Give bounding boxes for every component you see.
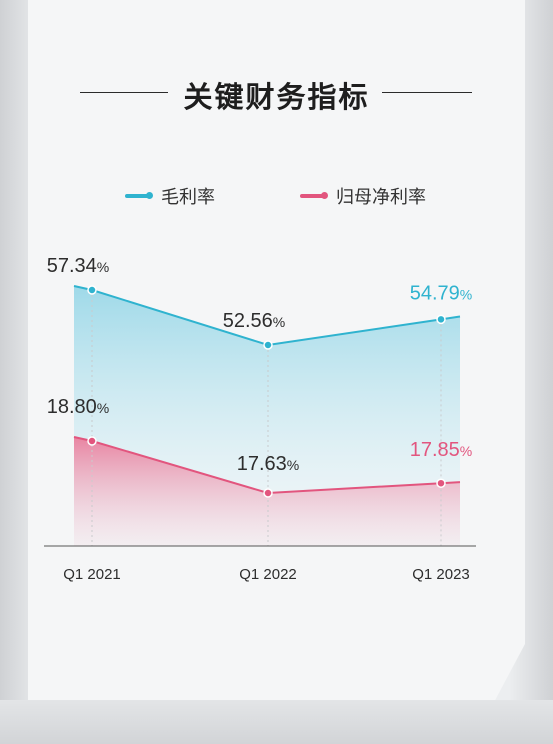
data-point-gross-margin — [87, 285, 97, 295]
title-rule-left — [80, 92, 168, 93]
data-label-gross-margin: 57.34% — [47, 255, 110, 277]
data-point-net-margin — [263, 488, 273, 498]
legend-label-gross-margin: 毛利率 — [161, 187, 215, 208]
data-label-net-margin: 18.80% — [47, 396, 110, 418]
data-point-net-margin — [87, 436, 97, 446]
data-point-net-margin — [436, 478, 446, 488]
x-tick-label: Q1 2023 — [412, 566, 470, 583]
x-tick-label: Q1 2022 — [239, 566, 297, 583]
data-label-net-margin: 17.85% — [410, 439, 473, 461]
data-point-gross-margin — [436, 314, 446, 325]
bottom-strip — [0, 700, 553, 744]
data-label-net-margin: 17.63% — [237, 453, 300, 475]
legend-label-net-margin: 归母净利率 — [336, 187, 426, 208]
legend-item-gross-margin: 毛利率 — [125, 184, 215, 208]
x-tick-label: Q1 2021 — [63, 566, 121, 583]
legend-swatch-gross-margin — [125, 192, 153, 199]
data-point-gross-margin — [263, 340, 273, 350]
chart-title: 关键财务指标 — [183, 80, 370, 114]
data-label-gross-margin: 54.79% — [410, 282, 473, 304]
title-rule-right — [382, 92, 472, 93]
legend-item-net-margin: 归母净利率 — [300, 184, 426, 208]
data-label-gross-margin: 52.56% — [223, 310, 286, 332]
title-area: 关键财务指标 — [0, 70, 553, 120]
legend-swatch-net-margin — [300, 192, 328, 199]
